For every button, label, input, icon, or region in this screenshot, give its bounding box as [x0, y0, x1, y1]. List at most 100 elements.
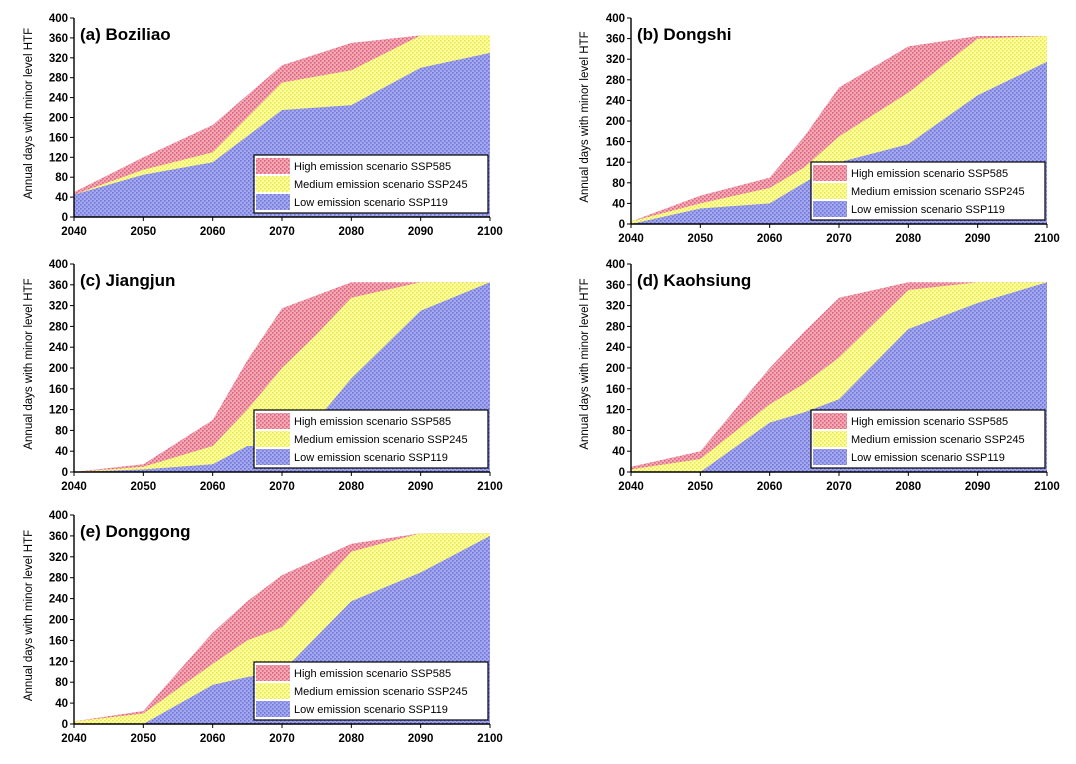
y-axis-label: Annual days with minor level HTF: [579, 31, 591, 202]
y-tick-label: 120: [606, 405, 625, 417]
x-tick-label: 2070: [269, 733, 295, 745]
y-tick-label: 160: [49, 384, 68, 396]
y-tick-label: 40: [55, 698, 68, 710]
x-tick-label: 2050: [131, 733, 157, 745]
legend-swatch-high: [256, 158, 290, 174]
x-tick-label: 2070: [269, 226, 295, 238]
chart-panel: 0 40 80 120 160 200 240 280 320 360 400 2040 2050 206…: [579, 13, 1060, 245]
x-tick-label: 2070: [269, 481, 295, 493]
legend-swatch-high: [256, 413, 290, 429]
x-tick-label: 2070: [826, 233, 852, 245]
panel-title: (b) Dongshi: [637, 25, 731, 44]
y-tick-label: 80: [55, 425, 68, 437]
y-tick-label: 200: [49, 615, 68, 627]
legend-label-low: Low emission scenario SSP119: [294, 704, 448, 716]
y-tick-label: 320: [606, 301, 625, 313]
legend-label-medium: Medium emission scenario SSP245: [851, 186, 1025, 198]
y-tick-label: 400: [606, 13, 625, 25]
y-tick-label: 280: [49, 73, 68, 85]
x-tick-label: 2060: [757, 233, 783, 245]
legend-box: [253, 661, 489, 721]
y-tick-label: 160: [49, 635, 68, 647]
legend-swatch-low: [256, 701, 290, 717]
y-tick-label: 360: [606, 280, 625, 292]
y-tick-label: 0: [62, 467, 68, 479]
y-tick-label: 120: [606, 157, 625, 169]
x-tick-label: 2100: [477, 733, 503, 745]
y-axis-label: Annual days with minor level HTF: [579, 278, 591, 449]
y-tick-label: 360: [49, 531, 68, 543]
y-tick-label: 280: [49, 573, 68, 585]
legend-label-medium: Medium emission scenario SSP245: [851, 434, 1025, 446]
x-tick-label: 2090: [408, 481, 434, 493]
legend-swatch-high: [256, 665, 290, 681]
legend-swatch-low: [256, 194, 290, 210]
y-tick-label: 120: [49, 405, 68, 417]
x-tick-label: 2040: [618, 481, 644, 493]
legend-swatch-medium: [813, 431, 847, 447]
legend-box: [253, 409, 489, 469]
x-tick-label: 2060: [200, 733, 226, 745]
legend-swatch-high: [813, 165, 847, 181]
y-tick-label: 40: [612, 198, 625, 210]
x-tick-label: 2080: [896, 481, 922, 493]
y-axis-label: Annual days with minor level HTF: [23, 28, 35, 199]
x-tick-label: 2090: [965, 233, 991, 245]
legend-swatch-low: [256, 449, 290, 465]
y-tick-label: 400: [49, 510, 68, 522]
legend-box: [253, 154, 489, 214]
legend-label-high: High emission scenario SSP585: [851, 168, 1008, 180]
legend-swatch-low: [813, 449, 847, 465]
y-tick-label: 320: [606, 54, 625, 66]
chart-panel: 0 40 80 120 160 200 240 280 320 360 400 2040 2050 206…: [23, 13, 503, 238]
y-tick-label: 280: [606, 321, 625, 333]
panel-title: (d) Kaohsiung: [637, 271, 751, 290]
legend-swatch-medium: [813, 183, 847, 199]
legend-swatch-high: [813, 413, 847, 429]
chart-panel: 0 40 80 120 160 200 240 280 320 360 400 2040 2050 206…: [23, 510, 503, 745]
y-tick-label: 240: [606, 95, 625, 107]
legend-label-low: Low emission scenario SSP119: [851, 204, 1005, 216]
y-axis-label: Annual days with minor level HTF: [23, 530, 35, 701]
y-tick-label: 120: [49, 656, 68, 668]
legend-label-medium: Medium emission scenario SSP245: [294, 179, 468, 191]
y-tick-label: 160: [606, 384, 625, 396]
panel-title: (c) Jiangjun: [80, 271, 175, 290]
x-tick-label: 2050: [688, 233, 714, 245]
x-tick-label: 2040: [61, 226, 87, 238]
y-tick-label: 240: [606, 342, 625, 354]
y-tick-label: 360: [49, 33, 68, 45]
y-tick-label: 40: [55, 446, 68, 458]
x-tick-label: 2060: [757, 481, 783, 493]
x-tick-label: 2080: [896, 233, 922, 245]
y-tick-label: 80: [55, 172, 68, 184]
x-tick-label: 2060: [200, 226, 226, 238]
y-tick-label: 400: [49, 13, 68, 25]
legend-swatch-medium: [256, 683, 290, 699]
x-tick-label: 2100: [477, 481, 503, 493]
legend-label-high: High emission scenario SSP585: [294, 161, 451, 173]
legend-swatch-low: [813, 201, 847, 217]
x-tick-label: 2040: [61, 481, 87, 493]
x-tick-label: 2060: [200, 481, 226, 493]
legend-box: [810, 409, 1046, 469]
y-tick-label: 80: [612, 425, 625, 437]
y-tick-label: 400: [49, 259, 68, 271]
panel-title: (a) Boziliao: [80, 25, 171, 44]
panel-title: (e) Donggong: [80, 522, 190, 541]
y-tick-label: 40: [612, 446, 625, 458]
legend-label-medium: Medium emission scenario SSP245: [294, 434, 468, 446]
y-tick-label: 0: [62, 719, 68, 731]
y-tick-label: 280: [606, 75, 625, 87]
y-tick-label: 240: [49, 342, 68, 354]
y-tick-label: 200: [49, 363, 68, 375]
y-tick-label: 120: [49, 152, 68, 164]
legend-label-high: High emission scenario SSP585: [294, 416, 451, 428]
y-tick-label: 200: [606, 116, 625, 128]
legend-label-high: High emission scenario SSP585: [851, 416, 1008, 428]
x-tick-label: 2100: [477, 226, 503, 238]
x-tick-label: 2090: [408, 733, 434, 745]
x-tick-label: 2100: [1034, 233, 1060, 245]
y-tick-label: 320: [49, 552, 68, 564]
